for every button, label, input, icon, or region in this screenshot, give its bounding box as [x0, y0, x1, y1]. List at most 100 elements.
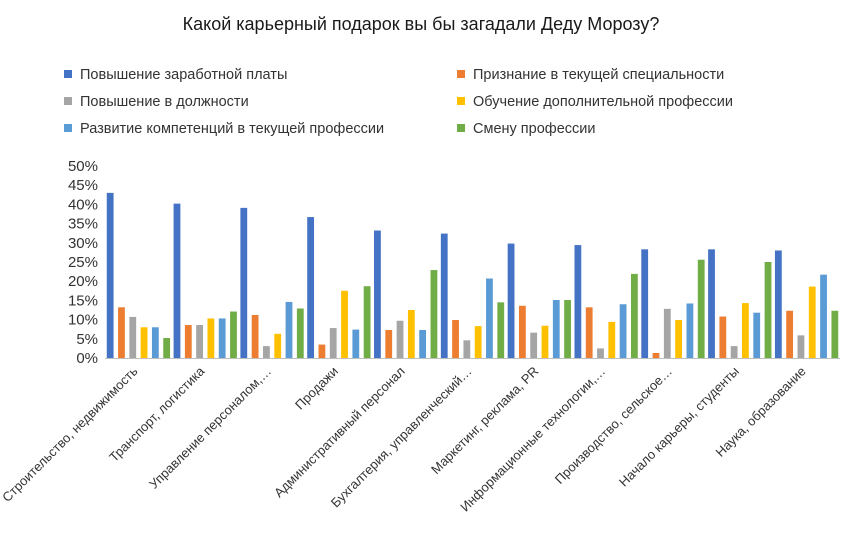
bar: [285, 301, 293, 358]
legend-swatch: [64, 70, 72, 78]
bar: [196, 324, 203, 358]
legend-swatch: [457, 70, 465, 78]
bar: [173, 203, 181, 358]
bar: [151, 327, 159, 358]
bar: [374, 230, 381, 358]
bar: [296, 308, 304, 358]
bar: [686, 303, 694, 358]
bar: [430, 270, 438, 358]
bar: [630, 273, 638, 358]
bar: [719, 316, 727, 358]
bar: [742, 303, 749, 358]
bar: [608, 321, 616, 358]
bar: [396, 320, 404, 358]
bar: [329, 328, 337, 358]
y-tick-label: 25%: [68, 254, 98, 271]
bar: [585, 307, 593, 358]
bar: [820, 274, 827, 358]
bar: [352, 329, 360, 358]
bar: [552, 300, 560, 358]
bar: [697, 259, 705, 358]
x-tick-label: Производство, сельское…: [552, 364, 675, 487]
bar: [263, 346, 270, 358]
y-tick-label: 30%: [68, 235, 98, 252]
bar: [786, 310, 794, 358]
bar: [530, 332, 538, 358]
y-tick-label: 0%: [76, 350, 98, 367]
bar: [251, 314, 259, 358]
chart-title: Какой карьерный подарок вы бы загадали Д…: [183, 14, 660, 34]
bar: [675, 319, 682, 358]
bar: [341, 290, 348, 358]
bar: [440, 233, 448, 358]
bar: [652, 353, 660, 358]
bar: [518, 305, 526, 358]
x-tick-label: Маркетинг, реклама, PR: [428, 364, 541, 477]
bar: [184, 324, 192, 358]
y-tick-label: 45%: [68, 177, 98, 194]
x-tick-label: Продажи: [292, 364, 341, 413]
bar: [808, 286, 816, 358]
bar: [641, 249, 649, 358]
bar: [218, 318, 226, 358]
bar: [774, 250, 782, 358]
bar: [274, 333, 282, 358]
bar: [363, 286, 371, 358]
bar: [541, 325, 549, 358]
x-tick-label: Бухгалтерия, управленческий…: [328, 364, 475, 511]
bar: [708, 249, 715, 358]
bar: [797, 335, 805, 358]
legend-swatch: [64, 124, 72, 132]
legend-label: Повышение в должности: [80, 94, 249, 110]
legend-label: Обучение дополнительной профессии: [473, 94, 733, 110]
x-tick-label: Строительство, недвижимость: [0, 363, 141, 505]
bar: [419, 329, 427, 358]
y-tick-label: 40%: [68, 196, 98, 213]
x-tick-label: Административный персонал: [271, 364, 408, 501]
y-tick-label: 50%: [68, 158, 98, 175]
legend-swatch: [457, 97, 465, 105]
bar: [118, 307, 125, 358]
bar: [497, 302, 505, 358]
bar: [564, 300, 571, 358]
x-tick-label: Начало карьеры, студенты: [616, 364, 742, 490]
bar: [140, 327, 148, 358]
legend: Повышение заработной платы Признание в те…: [64, 67, 733, 137]
legend-label: Смену профессии: [473, 121, 595, 137]
legend-swatch: [64, 97, 72, 105]
legend-label: Развитие компетенций в текущей профессии: [80, 121, 384, 137]
y-tick-label: 5%: [76, 331, 98, 348]
bar: [240, 207, 248, 358]
bar: [507, 243, 515, 358]
bar: [831, 310, 839, 358]
bar: [663, 308, 671, 358]
bar: [474, 326, 482, 358]
bar: [106, 192, 114, 358]
bar: [619, 304, 627, 358]
bar: [463, 340, 471, 358]
bar: [207, 318, 215, 358]
bars: [106, 192, 839, 358]
bar: [129, 316, 137, 358]
bar: [597, 348, 604, 358]
bar: [230, 311, 237, 358]
bar: [452, 319, 459, 358]
legend-swatch: [457, 124, 465, 132]
bar: [318, 344, 326, 358]
bar: [307, 217, 315, 358]
legend-label: Признание в текущей специальности: [473, 67, 724, 83]
legend-label: Повышение заработной платы: [80, 67, 287, 83]
bar: [163, 338, 171, 358]
y-tick-label: 20%: [68, 273, 98, 290]
bar: [486, 278, 493, 358]
y-tick-label: 35%: [68, 216, 98, 233]
x-tick-label: Управление персоналом,…: [146, 364, 274, 492]
bar: [407, 310, 415, 358]
x-tick-label: Информационные технологии,…: [457, 364, 608, 515]
bar: [753, 312, 761, 358]
bar: [574, 245, 582, 358]
bar: [385, 329, 393, 358]
